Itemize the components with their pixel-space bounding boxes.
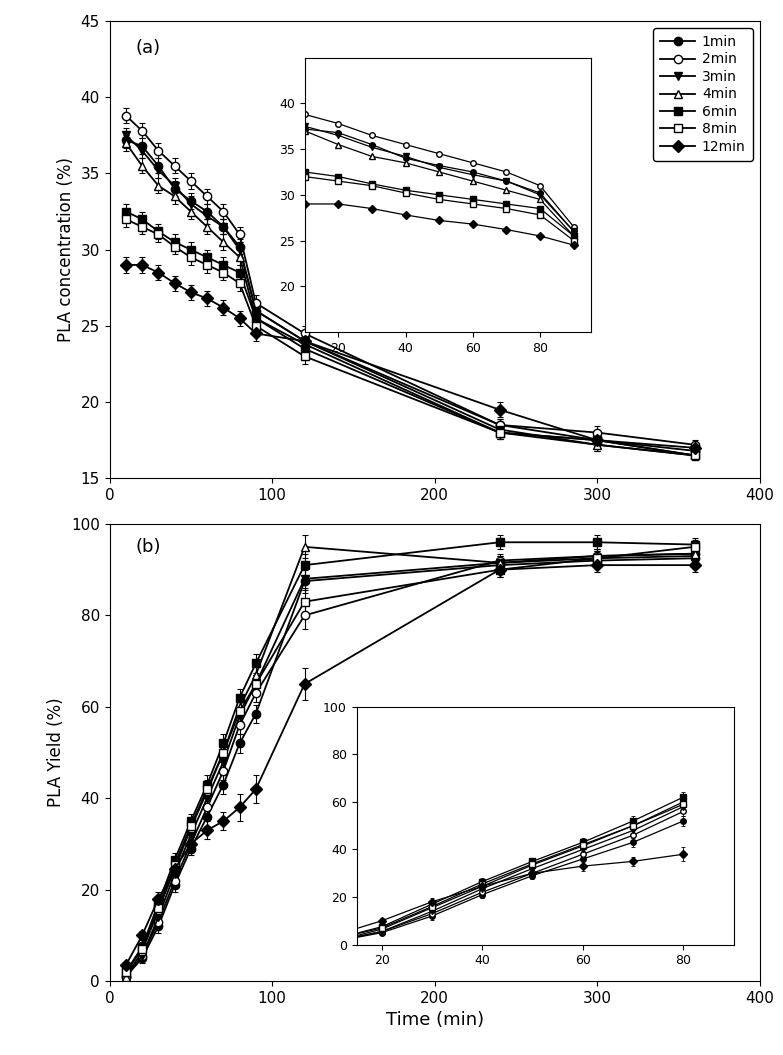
Y-axis label: PLA concentration (%): PLA concentration (%) bbox=[57, 157, 75, 342]
Text: (a): (a) bbox=[135, 39, 161, 57]
Text: (b): (b) bbox=[135, 538, 161, 556]
Legend: 1min, 2min, 3min, 4min, 6min, 8min, 12min: 1min, 2min, 3min, 4min, 6min, 8min, 12mi… bbox=[653, 28, 752, 160]
X-axis label: Time (min): Time (min) bbox=[385, 1012, 484, 1030]
Y-axis label: PLA Yield (%): PLA Yield (%) bbox=[48, 697, 66, 807]
